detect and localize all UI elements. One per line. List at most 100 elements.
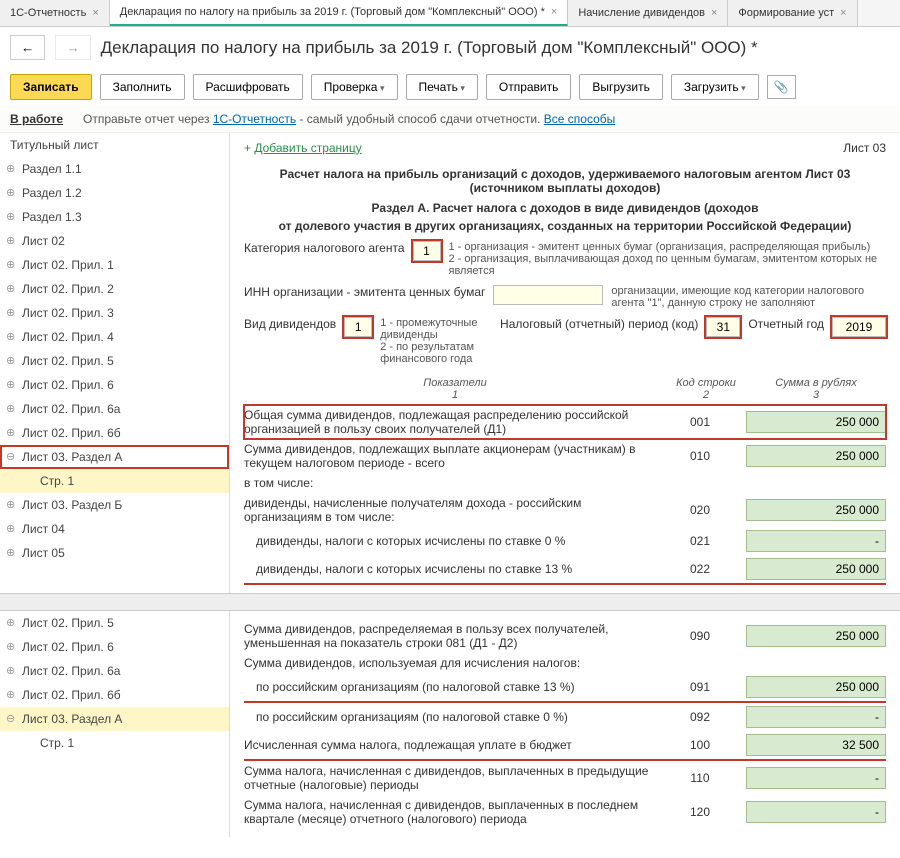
data-row: дивиденды, налоги с которых исчислены по… xyxy=(244,527,886,555)
row-value-input[interactable] xyxy=(746,411,886,433)
year-label: Отчетный год xyxy=(748,317,824,331)
row-value-input[interactable] xyxy=(746,767,886,789)
sheet-label: Лист 03 xyxy=(843,141,886,155)
row-value-input[interactable] xyxy=(746,734,886,756)
tree-item[interactable]: Лист 02. Прил. 6б xyxy=(0,683,229,707)
row-code: 022 xyxy=(660,562,740,576)
close-icon[interactable]: × xyxy=(711,7,717,19)
decode-button[interactable]: Расшифровать xyxy=(193,74,303,100)
all-methods-link[interactable]: Все способы xyxy=(544,112,616,126)
attach-icon[interactable]: 📎 xyxy=(767,75,796,99)
form-content: + Добавить страницу Лист 03 Расчет налог… xyxy=(230,133,900,593)
print-button[interactable]: Печать xyxy=(406,74,478,100)
tree-item[interactable]: Титульный лист xyxy=(0,133,229,157)
row-value-cell xyxy=(746,706,886,728)
tree-item[interactable]: Лист 02. Прил. 4 xyxy=(0,325,229,349)
tab[interactable]: 1С-Отчетность× xyxy=(0,0,110,26)
send-button[interactable]: Отправить xyxy=(486,74,572,100)
row-code: 010 xyxy=(660,449,740,463)
tree-item[interactable]: Лист 02. Прил. 6 xyxy=(0,635,229,659)
tab-label: Формирование уст xyxy=(738,7,834,19)
status-link[interactable]: В работе xyxy=(10,112,63,126)
save-button[interactable]: Записать xyxy=(10,74,92,100)
tree-item[interactable]: Раздел 1.3 xyxy=(0,205,229,229)
hint-suffix: - самый удобный способ сдачи отчетности. xyxy=(296,112,544,126)
tree-item[interactable]: Лист 04 xyxy=(0,517,229,541)
row-value-cell xyxy=(746,558,886,580)
status-row: В работе Отправьте отчет через 1С-Отчетн… xyxy=(0,106,900,133)
div-type-input[interactable] xyxy=(344,317,372,337)
add-page-link[interactable]: Добавить страницу xyxy=(254,141,361,155)
tree-item[interactable]: Лист 02. Прил. 6б xyxy=(0,421,229,445)
tree-item[interactable]: Лист 02. Прил. 6a xyxy=(0,659,229,683)
row-value-cell xyxy=(746,801,886,823)
tree-item[interactable]: Лист 02. Прил. 6a xyxy=(0,397,229,421)
nav-forward-button[interactable]: → xyxy=(55,35,90,60)
tab[interactable]: Формирование уст × xyxy=(728,0,857,26)
tree-item[interactable]: Лист 05 xyxy=(0,541,229,565)
row-code: 021 xyxy=(660,534,740,548)
row-desc: дивиденды, начисленные получателям доход… xyxy=(244,496,654,524)
data-row: по российским организациям (по налоговой… xyxy=(244,703,886,731)
cat-input[interactable] xyxy=(413,241,441,261)
tree-item[interactable]: Стр. 1 xyxy=(0,469,229,493)
close-icon[interactable]: × xyxy=(551,6,557,18)
row-desc: по российским организациям (по налоговой… xyxy=(244,680,654,694)
tree-item[interactable]: Лист 03. Раздел Б xyxy=(0,493,229,517)
row-value-cell xyxy=(746,445,886,467)
row-code: 092 xyxy=(660,710,740,724)
nav-back-button[interactable]: ← xyxy=(10,35,45,60)
import-button[interactable]: Загрузить xyxy=(671,74,759,100)
fill-button[interactable]: Заполнить xyxy=(100,74,185,100)
tree-item[interactable]: Лист 02. Прил. 3 xyxy=(0,301,229,325)
check-button[interactable]: Проверка xyxy=(311,74,398,100)
div-note-1: 1 - промежуточные дивиденды xyxy=(380,317,492,341)
section-tree: Титульный листРаздел 1.1Раздел 1.2Раздел… xyxy=(0,133,230,593)
row-value-input[interactable] xyxy=(746,530,886,552)
tree-item[interactable]: Лист 02 xyxy=(0,229,229,253)
row-value-input[interactable] xyxy=(746,706,886,728)
data-row: дивиденды, налоги с которых исчислены по… xyxy=(244,555,886,585)
form-content-2: Сумма дивидендов, распределяемая в польз… xyxy=(230,611,900,837)
row-value-cell xyxy=(746,411,886,433)
close-icon[interactable]: × xyxy=(92,7,98,19)
inn-label: ИНН организации - эмитента ценных бумаг xyxy=(244,285,485,299)
row-value-input[interactable] xyxy=(746,499,886,521)
tree-item[interactable]: Раздел 1.1 xyxy=(0,157,229,181)
heading-1: Расчет налога на прибыль организаций с д… xyxy=(244,167,886,195)
data-row: в том числе: xyxy=(244,473,886,493)
row-value-input[interactable] xyxy=(746,445,886,467)
cat-note: 1 - организация - эмитент ценных бумаг (… xyxy=(449,241,887,277)
data-row: Общая сумма дивидендов, подлежащая распр… xyxy=(244,405,886,439)
year-input[interactable] xyxy=(832,317,886,337)
row-value-input[interactable] xyxy=(746,801,886,823)
tree-item[interactable]: Лист 02. Прил. 5 xyxy=(0,349,229,373)
cat-note-1: 1 - организация - эмитент ценных бумаг (… xyxy=(449,241,887,253)
page-title: Декларация по налогу на прибыль за 2019 … xyxy=(101,38,758,58)
row-value-input[interactable] xyxy=(746,558,886,580)
row-value-cell xyxy=(746,676,886,698)
tab[interactable]: Декларация по налогу на прибыль за 2019 … xyxy=(110,0,569,26)
row-desc: в том числе: xyxy=(244,476,654,490)
tree-item[interactable]: Лист 03. Раздел А xyxy=(0,445,229,469)
tree-item[interactable]: Лист 03. Раздел А xyxy=(0,707,229,731)
row-desc: дивиденды, налоги с которых исчислены по… xyxy=(244,534,654,548)
cat-label: Категория налогового агента xyxy=(244,241,405,255)
tree-item[interactable]: Стр. 1 xyxy=(0,731,229,755)
hint-link[interactable]: 1С-Отчетность xyxy=(213,112,296,126)
row-value-input[interactable] xyxy=(746,676,886,698)
period-input[interactable] xyxy=(706,317,740,337)
tree-item[interactable]: Раздел 1.2 xyxy=(0,181,229,205)
tree-item[interactable]: Лист 02. Прил. 6 xyxy=(0,373,229,397)
tree-item[interactable]: Лист 02. Прил. 2 xyxy=(0,277,229,301)
row-value-cell xyxy=(746,625,886,647)
inn-input[interactable] xyxy=(493,285,603,305)
tab[interactable]: Начисление дивидендов× xyxy=(568,0,728,26)
section-divider xyxy=(0,593,900,611)
export-button[interactable]: Выгрузить xyxy=(579,74,663,100)
row-code: 100 xyxy=(660,738,740,752)
row-value-input[interactable] xyxy=(746,625,886,647)
tree-item[interactable]: Лист 02. Прил. 5 xyxy=(0,611,229,635)
tree-item[interactable]: Лист 02. Прил. 1 xyxy=(0,253,229,277)
close-icon[interactable]: × xyxy=(840,7,846,19)
